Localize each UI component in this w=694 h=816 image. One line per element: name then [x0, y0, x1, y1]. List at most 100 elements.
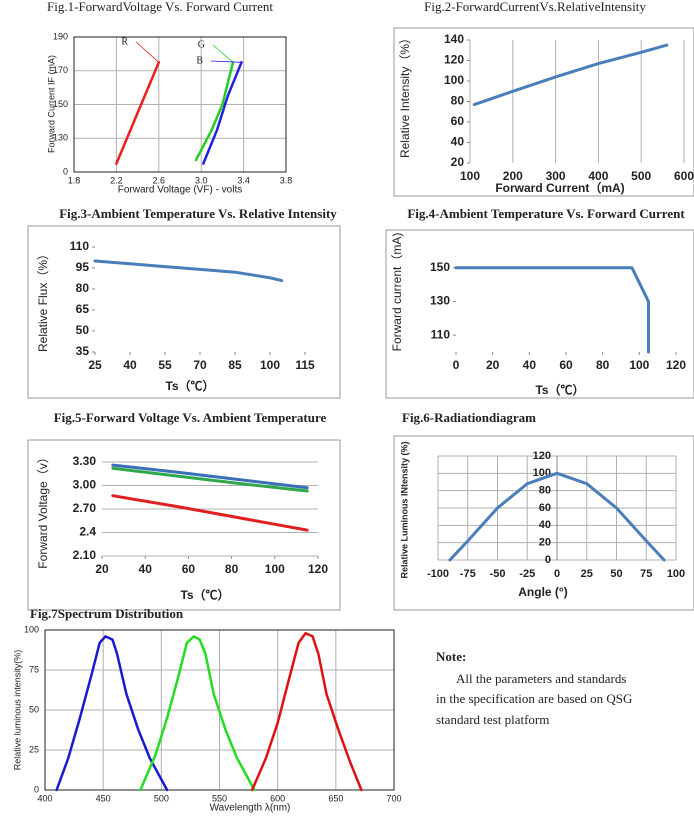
chart-title: Fig.4-Ambient Temperature Vs. Forward Cu… [407, 206, 685, 221]
chart-frame [393, 435, 694, 611]
y-tick-label: 0 [34, 784, 39, 794]
x-tick-label: 3.8 [280, 175, 293, 185]
x-tick-label: 50 [610, 568, 622, 580]
data-line [111, 494, 309, 532]
series-label: B [196, 55, 203, 66]
y-tick-label: 110 [431, 327, 451, 341]
chart-title: Fig.7Spectrum Distribution [30, 606, 184, 621]
x-tick-label: 100 [629, 358, 649, 372]
series-label: G [198, 39, 205, 50]
y-tick-label: 20 [451, 155, 465, 169]
x-tick-label: 25 [581, 568, 593, 580]
x-tick-label: 100 [260, 358, 280, 372]
x-tick-label: 60 [182, 562, 196, 576]
x-tick-label: -50 [490, 568, 506, 580]
y-tick-label: 120 [444, 53, 464, 67]
series-label: R [121, 36, 128, 47]
chart-frame [27, 225, 341, 399]
x-tick-label: 60 [559, 358, 573, 372]
y-tick-label: 95 [76, 260, 90, 274]
x-tick-label: 100 [667, 568, 685, 580]
chart-title: Fig.3-Ambient Temperature Vs. Relative I… [59, 206, 337, 221]
x-tick-label: 80 [596, 358, 610, 372]
y-tick-label: 130 [53, 133, 68, 143]
data-line [139, 635, 256, 792]
x-tick-label: 75 [640, 568, 652, 580]
y-tick-label: 50 [29, 704, 39, 714]
plot-border [44, 629, 395, 791]
x-axis-label: Forward Voltage (VF) - volts [118, 185, 242, 196]
x-tick-label: 700 [386, 793, 401, 803]
x-tick-label: 300 [546, 169, 566, 183]
y-tick-label: 0 [545, 554, 551, 566]
y-tick-label: 80 [539, 485, 551, 497]
x-tick-label: 600 [674, 169, 694, 183]
x-axis-label: Forward Current（mA) [495, 180, 624, 195]
y-tick-label: 60 [451, 114, 465, 128]
data-line [115, 61, 161, 165]
data-line [250, 631, 363, 792]
y-tick-label: 20 [539, 537, 551, 549]
chart-frame [385, 229, 694, 399]
y-tick-label: 120 [533, 450, 551, 462]
label-leader [135, 41, 160, 63]
x-tick-label: 100 [460, 169, 480, 183]
x-tick-label: -25 [519, 568, 535, 580]
y-tick-label: 50 [76, 323, 90, 337]
y-tick-label: 0 [63, 166, 68, 176]
y-tick-label: 2.4 [79, 525, 96, 539]
y-axis-label: Relative luminous intensity(%) [12, 650, 22, 771]
x-tick-label: 70 [193, 358, 207, 372]
x-tick-label: 500 [631, 169, 651, 183]
x-tick-label: 40 [123, 358, 137, 372]
y-tick-label: 110 [70, 239, 90, 253]
x-tick-label: 650 [328, 793, 343, 803]
data-line [111, 463, 309, 490]
y-tick-label: 40 [451, 135, 465, 149]
x-tick-label: 100 [265, 562, 285, 576]
x-axis-label: Ts（℃） [165, 378, 214, 393]
y-tick-label: 190 [53, 31, 68, 41]
x-tick-label: 600 [270, 793, 285, 803]
y-tick-label: 100 [444, 73, 464, 87]
y-tick-label: 75 [29, 664, 39, 674]
y-tick-label: 2.10 [73, 548, 97, 562]
x-tick-label: 0 [554, 568, 560, 580]
y-axis-label: Forward Voltage（v） [36, 451, 50, 568]
x-tick-label: 2.6 [153, 175, 166, 185]
x-tick-label: 400 [37, 793, 52, 803]
y-tick-label: 150 [430, 260, 450, 274]
x-axis-label: Ts（℃） [535, 382, 584, 397]
data-line [472, 43, 669, 107]
y-tick-label: 65 [76, 302, 90, 316]
y-tick-label: 3.00 [73, 478, 97, 492]
y-tick-label: 3.30 [73, 454, 97, 468]
x-tick-label: 3.0 [195, 175, 208, 185]
x-tick-label: 120 [308, 562, 328, 576]
x-tick-label: 0 [453, 358, 460, 372]
y-tick-label: 80 [451, 94, 465, 108]
data-line [448, 471, 666, 562]
x-tick-label: 120 [666, 358, 686, 372]
y-tick-label: 150 [53, 99, 68, 109]
x-tick-label: 20 [95, 562, 109, 576]
data-line [194, 61, 235, 162]
x-tick-label: 550 [212, 793, 227, 803]
x-tick-label: 40 [523, 358, 537, 372]
x-tick-label: 450 [96, 793, 111, 803]
y-tick-label: 25 [29, 744, 39, 754]
x-tick-label: 3.4 [237, 175, 250, 185]
chart-title: Fig.2-ForwardCurrentVs.RelativeIntensity [424, 0, 646, 14]
y-tick-label: 60 [539, 502, 551, 514]
note-line: in the specification are based on QSG [436, 691, 632, 706]
chart-frame [393, 27, 694, 197]
y-axis-label: Relative Luminous INtensity (%) [399, 441, 409, 578]
x-tick-label: 85 [228, 358, 242, 372]
y-axis-label: Relative Intensity（%） [398, 32, 412, 158]
y-tick-label: 130 [430, 294, 450, 308]
data-line [202, 61, 243, 165]
x-tick-label: 500 [154, 793, 169, 803]
data-line [111, 466, 309, 493]
label-leader [210, 60, 242, 63]
